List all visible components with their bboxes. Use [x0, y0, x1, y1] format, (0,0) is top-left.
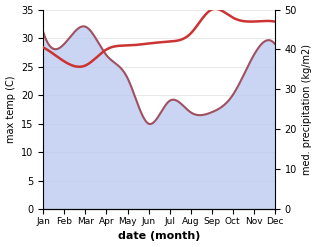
Y-axis label: med. precipitation (kg/m2): med. precipitation (kg/m2) — [302, 44, 313, 175]
X-axis label: date (month): date (month) — [118, 231, 200, 242]
Y-axis label: max temp (C): max temp (C) — [5, 76, 16, 143]
